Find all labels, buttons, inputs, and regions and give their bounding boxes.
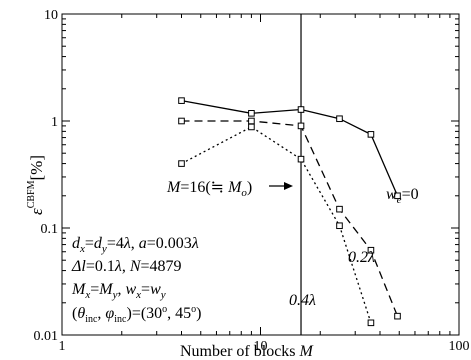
data-point-marker — [297, 106, 305, 113]
data-point-marker — [367, 246, 375, 254]
data-point-marker — [178, 160, 185, 167]
data-point-marker — [336, 115, 343, 123]
param-line-4: (θinc, φinc)=(30o, 45o) — [72, 304, 202, 325]
annotation-arrow-head — [284, 182, 293, 190]
x-tick-label: 100 — [449, 339, 470, 354]
y-tick-label: 0.1 — [41, 222, 59, 237]
data-point-marker — [248, 117, 255, 125]
y-tick-label: 10 — [44, 8, 58, 23]
data-point-marker — [367, 319, 375, 327]
data-point-marker — [367, 131, 375, 138]
x-tick-label: 10 — [254, 339, 268, 354]
data-point-marker — [297, 122, 305, 130]
data-point-marker — [297, 155, 305, 163]
data-point-marker — [336, 205, 343, 213]
series-0 — [178, 97, 401, 200]
series-2 — [178, 123, 375, 327]
x-tick-label: 1 — [59, 339, 66, 354]
y-tick-label: 0.01 — [34, 329, 59, 344]
axis-ticks — [62, 14, 459, 335]
data-point-marker — [178, 117, 185, 125]
reference-line-annotation: M=16(≒ Mo) — [166, 179, 293, 199]
param-line-2: Δl=0.1λ, N=4879 — [71, 258, 182, 275]
data-point-marker — [336, 222, 343, 230]
data-point-marker — [248, 110, 255, 117]
y-axis-label: εCBFM[%] — [26, 155, 46, 215]
data-point-marker — [394, 312, 401, 320]
reference-line-label: M=16(≒ Mo) — [166, 179, 252, 199]
data-point-marker — [178, 97, 185, 104]
series-line — [181, 99, 399, 197]
x-axis-label: Number of blocks M — [180, 343, 315, 360]
series-label-0.4: 0.4λ — [289, 292, 316, 309]
param-line-3: Mx=My, wx=wy — [71, 281, 166, 301]
data-point-marker — [394, 192, 401, 200]
parameter-text-block: dx=dy=4λ, a=0.003λ Δl=0.1λ, N=4879 Mx=My… — [71, 235, 202, 325]
param-line-1: dx=dy=4λ, a=0.003λ — [72, 235, 199, 255]
data-point-marker — [248, 123, 255, 131]
series-label-0.2: 0.2λ — [348, 249, 375, 266]
series-1 — [178, 117, 401, 320]
y-tick-label: 1 — [51, 115, 58, 130]
series-label-we0: we=0 — [386, 186, 419, 206]
series-line — [181, 120, 399, 317]
axis-tick-labels: 1 10 100 0.01 0.1 1 10 — [34, 8, 470, 354]
series-layer — [178, 97, 401, 327]
